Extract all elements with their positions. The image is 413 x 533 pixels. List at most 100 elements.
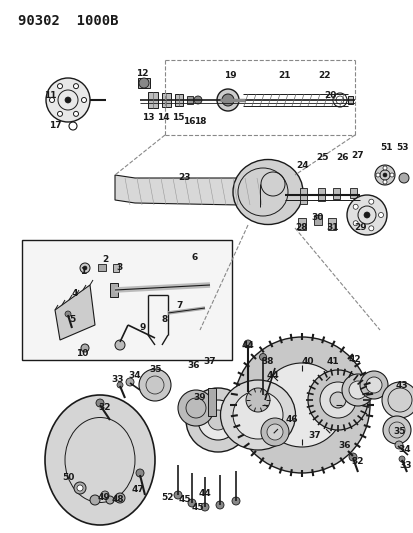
Circle shape [46, 78, 90, 122]
Text: 37: 37 [203, 358, 216, 367]
Bar [113, 264, 119, 272]
Bar [138, 78, 150, 88]
Circle shape [101, 491, 109, 499]
Text: 42: 42 [348, 356, 361, 365]
Circle shape [363, 212, 369, 218]
Bar [98, 264, 106, 271]
Circle shape [348, 381, 366, 399]
Text: 21: 21 [278, 70, 291, 79]
Circle shape [188, 499, 195, 507]
Text: 18: 18 [193, 117, 206, 126]
Bar [313, 215, 321, 225]
Text: 5: 5 [69, 316, 75, 325]
Text: 32: 32 [351, 457, 363, 466]
Text: 24: 24 [296, 160, 309, 169]
Text: 46: 46 [285, 416, 298, 424]
Text: 17: 17 [49, 120, 61, 130]
Text: 38: 38 [261, 358, 273, 367]
Circle shape [90, 495, 100, 505]
Text: 15: 15 [171, 114, 184, 123]
Circle shape [398, 456, 404, 462]
Bar [299, 188, 306, 204]
Text: 34: 34 [128, 370, 141, 379]
Circle shape [65, 97, 71, 103]
Circle shape [57, 84, 62, 88]
Circle shape [77, 485, 83, 491]
Circle shape [115, 493, 125, 503]
Ellipse shape [233, 391, 282, 439]
Circle shape [319, 382, 355, 418]
Circle shape [57, 111, 62, 116]
Text: 48: 48 [112, 496, 124, 505]
Text: 41: 41 [326, 358, 339, 367]
Text: 12: 12 [135, 69, 148, 77]
Bar [110, 283, 118, 297]
Circle shape [74, 84, 78, 88]
Circle shape [352, 204, 357, 209]
Circle shape [382, 173, 386, 177]
Bar [147, 92, 158, 108]
Circle shape [65, 311, 71, 317]
Bar [332, 188, 339, 199]
Circle shape [341, 374, 373, 406]
Circle shape [381, 382, 413, 418]
Text: 36: 36 [188, 360, 200, 369]
Text: 1: 1 [80, 266, 86, 276]
Text: 23: 23 [178, 174, 191, 182]
Circle shape [374, 165, 394, 185]
Text: 20: 20 [323, 91, 335, 100]
Circle shape [117, 382, 123, 388]
Bar [175, 94, 183, 106]
Text: 52: 52 [161, 492, 174, 502]
Circle shape [115, 340, 125, 350]
Text: 44: 44 [198, 489, 211, 497]
Circle shape [365, 377, 381, 393]
Bar [297, 218, 305, 230]
Circle shape [221, 94, 233, 106]
Bar [161, 93, 171, 107]
Text: 32: 32 [99, 403, 111, 413]
Circle shape [329, 392, 345, 408]
Circle shape [126, 378, 134, 386]
Circle shape [346, 195, 386, 235]
Text: 26: 26 [336, 154, 349, 163]
Text: 14: 14 [156, 114, 169, 123]
Text: 45: 45 [178, 496, 191, 505]
Text: 39: 39 [193, 393, 206, 402]
Text: 25: 25 [316, 154, 328, 163]
Circle shape [194, 96, 202, 104]
Circle shape [201, 503, 209, 511]
Circle shape [74, 111, 78, 116]
Polygon shape [55, 285, 95, 340]
Circle shape [83, 266, 87, 270]
Text: 4: 4 [71, 289, 78, 298]
Circle shape [245, 388, 269, 412]
Text: 29: 29 [354, 223, 366, 232]
Text: 49: 49 [97, 492, 110, 502]
Bar [349, 188, 356, 198]
Circle shape [50, 98, 55, 102]
Circle shape [243, 340, 252, 348]
Bar [347, 96, 352, 104]
Text: 44: 44 [266, 370, 279, 379]
Circle shape [377, 213, 382, 217]
Circle shape [185, 388, 249, 452]
Circle shape [266, 424, 282, 440]
Bar [187, 96, 192, 104]
Circle shape [307, 370, 367, 430]
Circle shape [81, 344, 89, 352]
Circle shape [139, 78, 149, 88]
Circle shape [368, 226, 373, 231]
Text: 35: 35 [150, 366, 162, 375]
Ellipse shape [233, 337, 369, 473]
Circle shape [139, 369, 171, 401]
Circle shape [81, 98, 86, 102]
Ellipse shape [259, 363, 343, 447]
Text: 45: 45 [191, 503, 204, 512]
Circle shape [207, 410, 228, 430]
Text: 33: 33 [399, 461, 411, 470]
Circle shape [260, 418, 288, 446]
Bar [327, 218, 335, 230]
Circle shape [389, 173, 393, 177]
Text: 7: 7 [176, 301, 183, 310]
